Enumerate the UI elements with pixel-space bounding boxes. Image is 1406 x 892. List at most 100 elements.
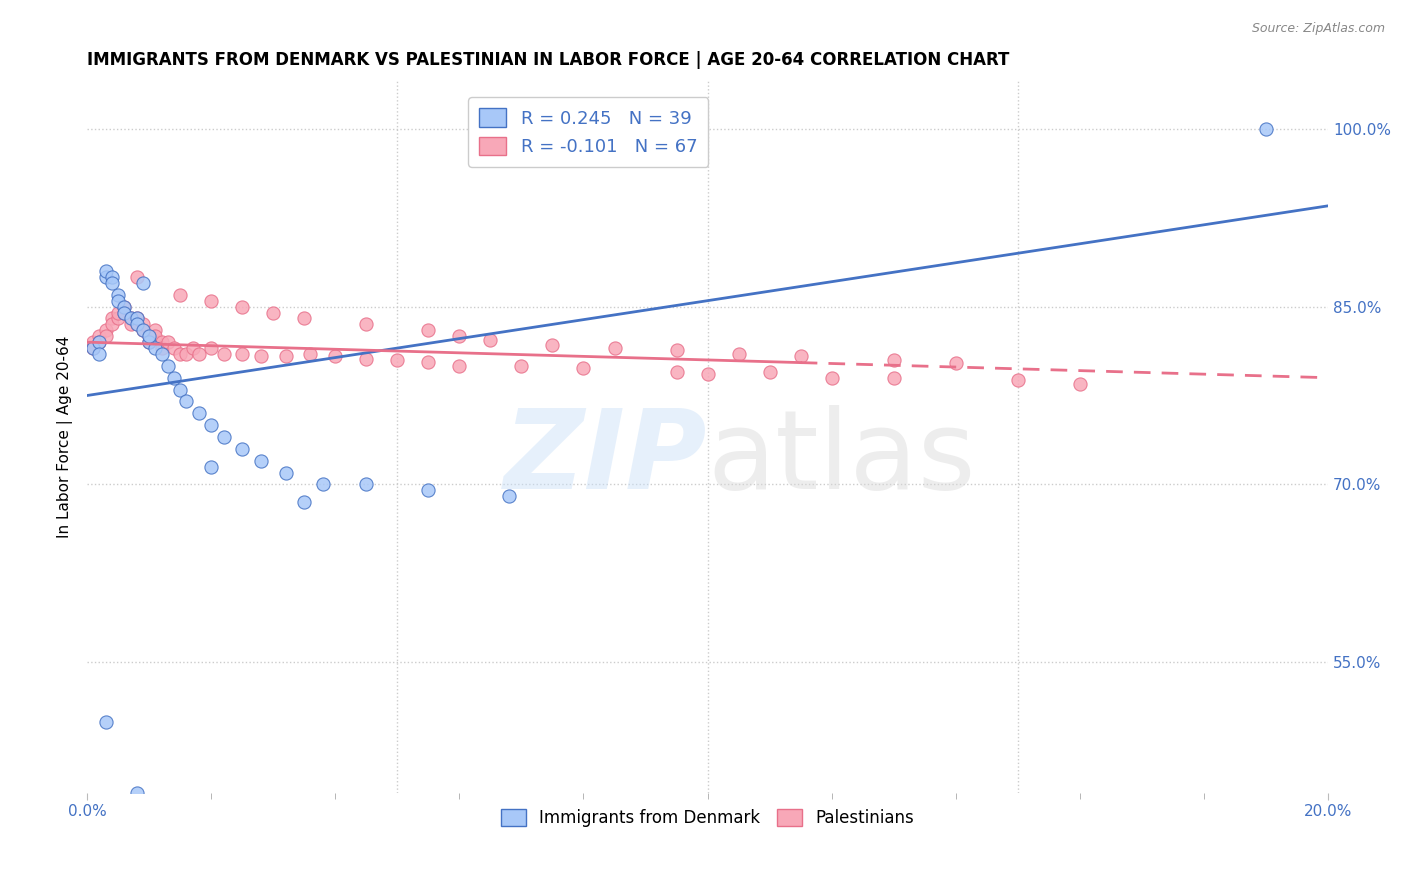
Point	[112, 300, 135, 314]
Point	[132, 323, 155, 337]
Point	[883, 370, 905, 384]
Point	[250, 453, 273, 467]
Point	[176, 347, 198, 361]
Point	[89, 335, 111, 350]
Point	[169, 383, 191, 397]
Point	[107, 287, 129, 301]
Point	[82, 341, 104, 355]
Point	[200, 459, 222, 474]
Point	[107, 305, 129, 319]
Point	[169, 347, 191, 361]
Point	[1069, 376, 1091, 391]
Point	[510, 359, 533, 373]
Point	[312, 477, 335, 491]
Point	[156, 359, 179, 373]
Point	[821, 370, 844, 384]
Point	[89, 329, 111, 343]
Point	[89, 335, 111, 350]
Point	[120, 311, 142, 326]
Point	[132, 318, 155, 332]
Point	[94, 269, 117, 284]
Point	[212, 347, 235, 361]
Point	[94, 329, 117, 343]
Point	[200, 341, 222, 355]
Y-axis label: In Labor Force | Age 20-64: In Labor Force | Age 20-64	[58, 335, 73, 538]
Point	[200, 418, 222, 433]
Point	[572, 361, 595, 376]
Point	[356, 351, 378, 366]
Point	[231, 300, 253, 314]
Point	[120, 311, 142, 326]
Point	[125, 269, 148, 284]
Point	[479, 333, 502, 347]
Point	[212, 430, 235, 444]
Point	[789, 350, 811, 364]
Point	[112, 300, 135, 314]
Point	[945, 357, 967, 371]
Point	[138, 329, 160, 343]
Point	[498, 489, 520, 503]
Point	[250, 350, 273, 364]
Point	[82, 335, 104, 350]
Point	[758, 365, 780, 379]
Point	[94, 714, 117, 729]
Point	[150, 347, 173, 361]
Point	[101, 269, 124, 284]
Point	[125, 311, 148, 326]
Point	[125, 318, 148, 332]
Point	[132, 323, 155, 337]
Point	[156, 335, 179, 350]
Point	[274, 350, 297, 364]
Point	[143, 323, 166, 337]
Point	[120, 318, 142, 332]
Legend: Immigrants from Denmark, Palestinians: Immigrants from Denmark, Palestinians	[495, 803, 921, 834]
Point	[418, 323, 440, 337]
Point	[94, 323, 117, 337]
Point	[138, 335, 160, 350]
Point	[181, 341, 204, 355]
Point	[176, 394, 198, 409]
Point	[187, 406, 209, 420]
Point	[541, 337, 564, 351]
Point	[150, 341, 173, 355]
Point	[200, 293, 222, 308]
Point	[82, 341, 104, 355]
Point	[125, 311, 148, 326]
Point	[231, 347, 253, 361]
Point	[292, 311, 315, 326]
Point	[418, 355, 440, 369]
Point	[169, 287, 191, 301]
Point	[696, 367, 718, 381]
Point	[665, 343, 688, 358]
Point	[125, 786, 148, 800]
Point	[150, 335, 173, 350]
Point	[603, 341, 626, 355]
Point	[292, 495, 315, 509]
Point	[89, 347, 111, 361]
Point	[883, 353, 905, 368]
Point	[187, 347, 209, 361]
Point	[727, 347, 749, 361]
Point	[356, 477, 378, 491]
Point	[138, 335, 160, 350]
Point	[101, 311, 124, 326]
Point	[387, 353, 409, 368]
Point	[262, 305, 284, 319]
Point	[449, 329, 471, 343]
Point	[143, 329, 166, 343]
Point	[107, 311, 129, 326]
Point	[665, 365, 688, 379]
Point	[101, 318, 124, 332]
Text: Source: ZipAtlas.com: Source: ZipAtlas.com	[1251, 22, 1385, 36]
Point	[163, 370, 186, 384]
Point	[299, 347, 322, 361]
Point	[1007, 373, 1029, 387]
Point	[138, 329, 160, 343]
Point	[231, 442, 253, 456]
Point	[323, 350, 346, 364]
Point	[94, 264, 117, 278]
Point	[356, 318, 378, 332]
Point	[112, 305, 135, 319]
Point	[143, 341, 166, 355]
Text: atlas: atlas	[707, 405, 976, 512]
